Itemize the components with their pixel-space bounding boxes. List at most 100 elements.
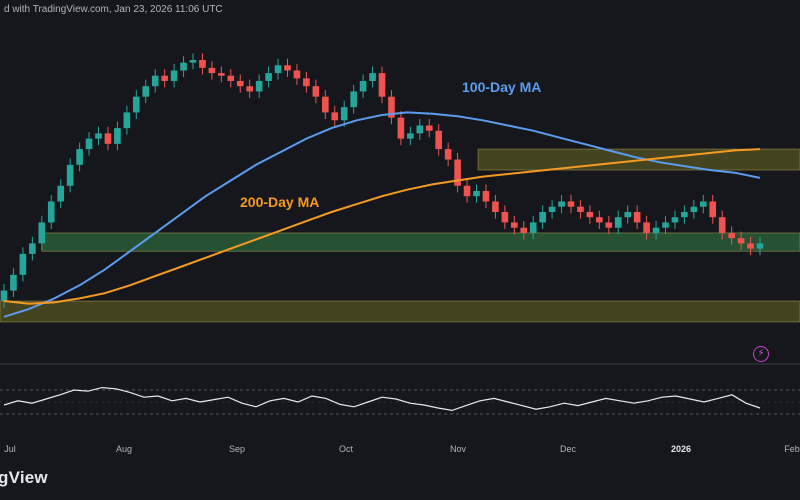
candle-body: [66, 164, 74, 186]
candle-body: [303, 78, 310, 87]
candle-body: [567, 201, 575, 207]
candle-body: [114, 128, 121, 144]
candle-body: [95, 133, 102, 139]
candle-body: [463, 185, 471, 197]
candle-body: [321, 96, 329, 113]
candle-body: [529, 222, 537, 233]
candle-body: [662, 222, 669, 228]
rsi-line: [3, 386, 761, 412]
candle-body: [151, 75, 159, 87]
candle-body: [709, 201, 717, 218]
x-tick-label: 2026: [671, 444, 691, 454]
candle-body: [737, 238, 745, 244]
candle-body: [76, 149, 83, 165]
candle-body: [378, 73, 386, 97]
candle-body: [416, 125, 424, 134]
ma200-line: [3, 148, 761, 305]
candle-body: [473, 191, 480, 197]
candle-body: [227, 75, 235, 81]
candle-body: [718, 217, 726, 233]
candle-body: [132, 96, 140, 113]
candle-body: [397, 117, 405, 139]
candle-body: [586, 211, 594, 218]
candle-body: [510, 222, 518, 228]
candle-body: [123, 112, 131, 129]
candle-body: [548, 206, 556, 212]
x-tick-label: Dec: [560, 444, 577, 454]
candle-body: [340, 107, 348, 121]
candle-body: [596, 217, 603, 223]
candle-body: [312, 86, 320, 97]
candle-body: [756, 243, 764, 249]
candle-body: [161, 75, 168, 81]
x-tick-label: Oct: [339, 444, 354, 454]
candle-body: [265, 73, 272, 81]
candle-body: [255, 80, 263, 92]
candle-body: [38, 222, 46, 244]
candle-body: [29, 243, 36, 254]
x-tick-label: Nov: [450, 444, 467, 454]
candle-body: [57, 185, 65, 202]
candle-body: [170, 70, 178, 81]
zones-layer: [0, 148, 800, 323]
candle-body: [690, 206, 698, 212]
candle-body: [671, 217, 679, 223]
candle-body: [199, 60, 206, 68]
rsi-pane: [0, 386, 800, 415]
candle-body: [180, 62, 187, 71]
candle-body: [246, 86, 254, 92]
candle-body: [104, 133, 112, 144]
moving-averages-layer: [3, 111, 761, 318]
candle-body: [47, 201, 55, 223]
candle-body: [284, 65, 291, 71]
candle-body: [633, 211, 641, 223]
candle-body: [577, 206, 584, 212]
candles-layer: [0, 53, 764, 308]
x-tick-label: Sep: [229, 444, 245, 454]
ma100-label: 100-Day MA: [462, 79, 541, 95]
zone-lower-support: [0, 300, 800, 323]
candle-body: [454, 159, 461, 186]
candle-body: [747, 243, 754, 249]
candle-body: [274, 65, 282, 74]
candle-body: [520, 227, 528, 233]
candle-body: [482, 191, 490, 202]
candle-body: [208, 67, 216, 74]
candle-body: [236, 80, 244, 87]
candle-body: [558, 201, 565, 207]
candle-body: [218, 73, 225, 76]
candle-body: [331, 112, 339, 121]
candle-body: [359, 80, 367, 92]
candle-body: [699, 201, 707, 207]
candle-body: [407, 133, 414, 139]
candle-body: [643, 222, 650, 233]
x-tick-label: Feb: [784, 444, 800, 454]
ma200-label: 200-Day MA: [240, 194, 319, 210]
tradingview-logo-text: gView: [0, 468, 48, 487]
candle-body: [293, 70, 301, 79]
candle-body: [605, 222, 613, 228]
candle-body: [539, 211, 546, 223]
ma100-line: [3, 111, 761, 318]
candle-body: [142, 86, 150, 97]
x-tick-label: Aug: [116, 444, 132, 454]
candle-body: [435, 130, 443, 150]
candle-body: [444, 149, 452, 160]
candle-body: [624, 211, 632, 218]
candle-body: [85, 138, 93, 150]
candle-body: [614, 217, 622, 228]
lightning-bolt-icon[interactable]: ⚡: [753, 346, 769, 362]
candle-body: [0, 290, 8, 302]
candle-body: [189, 60, 197, 63]
time-axis: Jul Aug Sep Oct Nov Dec 2026 Feb: [4, 444, 800, 454]
x-tick-label: Jul: [4, 444, 16, 454]
candle-body: [350, 91, 357, 108]
chart-header-info: d with TradingView.com, Jan 23, 2026 11:…: [4, 4, 223, 15]
candle-body: [728, 232, 735, 239]
candle-body: [681, 211, 688, 218]
candle-body: [388, 96, 395, 118]
candle-body: [652, 227, 660, 233]
candle-body: [19, 253, 27, 275]
zone-green-support: [41, 232, 800, 252]
